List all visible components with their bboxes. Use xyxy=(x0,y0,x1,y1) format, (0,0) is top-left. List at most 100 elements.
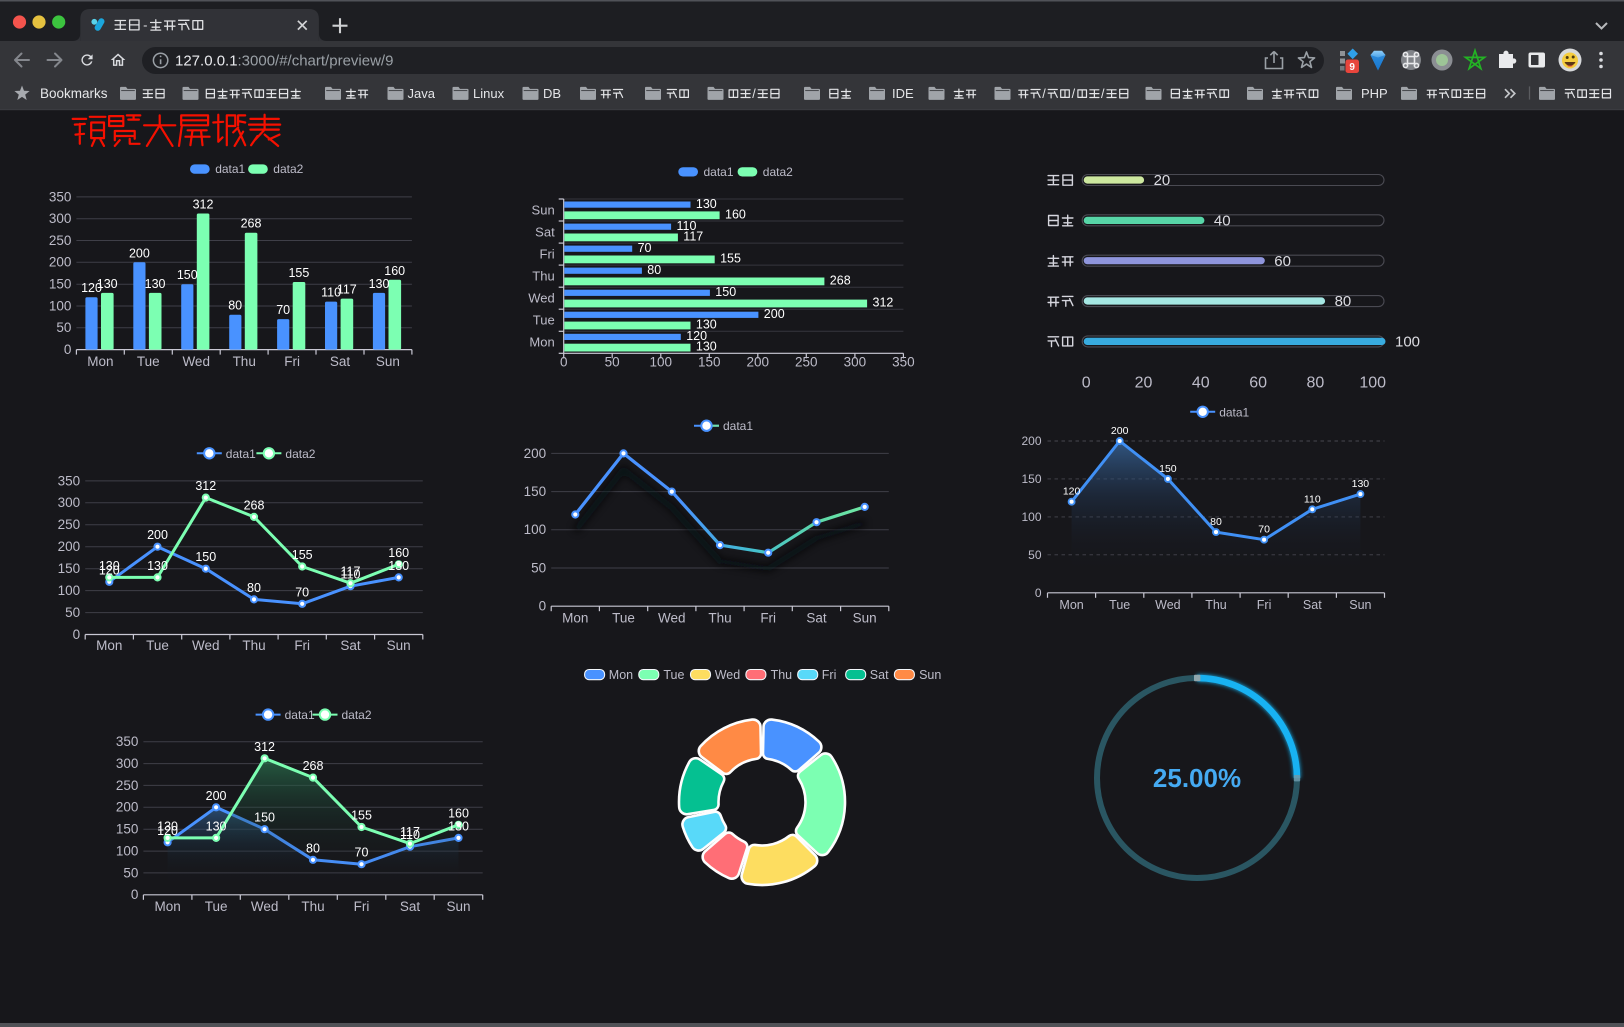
svg-text:110: 110 xyxy=(1304,493,1321,505)
svg-text:100: 100 xyxy=(1021,510,1041,524)
svg-text:130: 130 xyxy=(145,277,166,291)
svg-text:200: 200 xyxy=(129,246,150,260)
svg-text:80: 80 xyxy=(1335,293,1352,310)
svg-text:0: 0 xyxy=(1082,375,1091,392)
svg-text:Fri: Fri xyxy=(284,354,300,369)
svg-text:250: 250 xyxy=(116,778,139,793)
svg-text:100: 100 xyxy=(58,583,81,598)
svg-text:200: 200 xyxy=(1021,434,1041,448)
svg-text:20: 20 xyxy=(1154,172,1171,189)
svg-text:130: 130 xyxy=(696,318,717,332)
svg-text:Wed: Wed xyxy=(251,899,279,914)
svg-text:40: 40 xyxy=(1192,375,1210,392)
svg-text:350: 350 xyxy=(892,355,915,370)
svg-text:70: 70 xyxy=(295,585,309,599)
svg-text:9: 9 xyxy=(1349,62,1355,73)
svg-text:/: / xyxy=(1072,87,1076,101)
svg-text:0: 0 xyxy=(1035,586,1042,600)
svg-text:160: 160 xyxy=(388,546,409,560)
svg-text:Wed: Wed xyxy=(182,354,210,369)
svg-text:130: 130 xyxy=(157,819,178,833)
svg-text:data2: data2 xyxy=(273,162,303,176)
svg-text:70: 70 xyxy=(1258,524,1270,536)
svg-text:Sat: Sat xyxy=(806,611,827,626)
svg-text:Tue: Tue xyxy=(146,638,169,653)
svg-text:312: 312 xyxy=(254,740,275,754)
svg-text:250: 250 xyxy=(795,355,818,370)
svg-text:60: 60 xyxy=(1274,253,1291,270)
svg-text:Fri: Fri xyxy=(1257,598,1272,612)
svg-text:Fri: Fri xyxy=(822,668,837,682)
svg-text:268: 268 xyxy=(244,498,265,512)
svg-text:Sat: Sat xyxy=(870,668,889,682)
svg-text:130: 130 xyxy=(369,277,390,291)
svg-text:Mon: Mon xyxy=(1059,598,1083,612)
svg-text:100: 100 xyxy=(116,844,139,859)
svg-text:data1: data1 xyxy=(704,165,734,179)
svg-text:Bookmarks: Bookmarks xyxy=(40,86,108,101)
svg-text:Tue: Tue xyxy=(137,354,160,369)
svg-text:250: 250 xyxy=(58,517,81,532)
svg-text:Thu: Thu xyxy=(708,611,731,626)
svg-text:Fri: Fri xyxy=(540,247,555,262)
svg-text:200: 200 xyxy=(524,446,547,461)
svg-text:Tue: Tue xyxy=(1109,598,1130,612)
svg-text:155: 155 xyxy=(720,252,741,266)
svg-text:70: 70 xyxy=(276,303,290,317)
svg-text:Thu: Thu xyxy=(532,269,554,284)
svg-text:Mon: Mon xyxy=(609,668,633,682)
svg-text:data1: data1 xyxy=(1219,405,1249,419)
svg-text:Linux: Linux xyxy=(473,86,505,101)
svg-text:/: / xyxy=(1042,87,1046,101)
svg-text:/: / xyxy=(1101,87,1105,101)
svg-text:150: 150 xyxy=(524,484,547,499)
svg-text:312: 312 xyxy=(195,479,216,493)
svg-text:130: 130 xyxy=(206,819,227,833)
svg-text:0: 0 xyxy=(560,355,568,370)
svg-text:117: 117 xyxy=(341,565,361,579)
svg-text:100: 100 xyxy=(1395,334,1420,351)
svg-text:Sat: Sat xyxy=(330,354,351,369)
svg-text:350: 350 xyxy=(49,189,72,204)
svg-text:127.0.0.1: 127.0.0.1 xyxy=(175,53,238,70)
svg-text:160: 160 xyxy=(448,806,469,820)
svg-text:300: 300 xyxy=(58,495,81,510)
svg-text:/: / xyxy=(752,87,756,101)
svg-text:0: 0 xyxy=(73,627,81,642)
svg-text:50: 50 xyxy=(65,605,80,620)
svg-text:Tue: Tue xyxy=(612,611,635,626)
svg-text:80: 80 xyxy=(1307,375,1325,392)
svg-text:117: 117 xyxy=(400,825,420,839)
svg-text:50: 50 xyxy=(531,560,546,575)
svg-text:data2: data2 xyxy=(342,708,372,722)
svg-text:350: 350 xyxy=(116,734,139,749)
svg-text:data1: data1 xyxy=(226,447,256,461)
svg-text:110: 110 xyxy=(400,828,420,842)
svg-text:200: 200 xyxy=(206,789,227,803)
svg-text:Tue: Tue xyxy=(663,668,684,682)
svg-text:data1: data1 xyxy=(285,708,315,722)
svg-text:300: 300 xyxy=(49,211,72,226)
svg-text:268: 268 xyxy=(830,274,851,288)
svg-text:120: 120 xyxy=(99,563,120,577)
svg-text:Sun: Sun xyxy=(919,668,941,682)
svg-text:Tue: Tue xyxy=(533,313,555,328)
svg-text:150: 150 xyxy=(1021,472,1041,486)
svg-text:300: 300 xyxy=(844,355,867,370)
svg-text:120: 120 xyxy=(157,824,178,838)
svg-text:130: 130 xyxy=(99,559,120,573)
svg-text:Thu: Thu xyxy=(1205,598,1227,612)
svg-text:80: 80 xyxy=(228,299,242,313)
svg-text:200: 200 xyxy=(147,528,168,542)
svg-text:117: 117 xyxy=(683,230,703,244)
svg-text:Wed: Wed xyxy=(1155,598,1181,612)
svg-text:150: 150 xyxy=(116,822,139,837)
svg-text:40: 40 xyxy=(1214,213,1231,230)
svg-text:100: 100 xyxy=(49,298,72,313)
svg-text:80: 80 xyxy=(247,581,261,595)
svg-text:130: 130 xyxy=(147,559,168,573)
svg-text::3000/#/chart/preview/9: :3000/#/chart/preview/9 xyxy=(238,53,394,70)
svg-text:120: 120 xyxy=(81,281,102,295)
svg-text:200: 200 xyxy=(747,355,770,370)
svg-text:130: 130 xyxy=(448,819,469,833)
